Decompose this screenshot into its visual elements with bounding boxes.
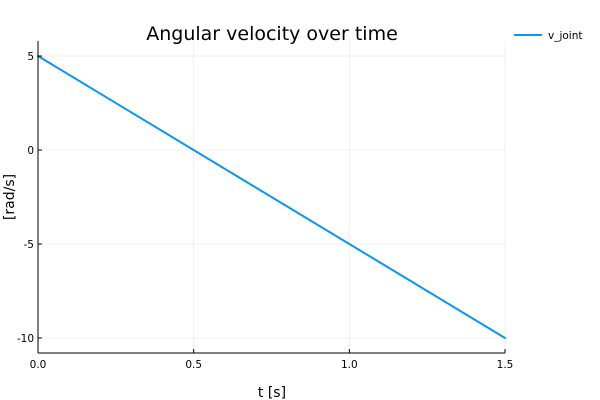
y-axis-label: [rad/s] (2, 174, 18, 220)
x-axis-label: t [s] (258, 385, 286, 400)
y-tick-label: -5 (24, 239, 34, 251)
legend-label-v-joint: v_joint (548, 30, 583, 42)
series-layer (37, 55, 506, 339)
x-tick-label: 0.0 (30, 359, 47, 371)
x-tick-label: 1.5 (497, 359, 514, 371)
y-tick-label: 0 (27, 145, 34, 157)
series-line-v-joint (37, 55, 506, 339)
grid (37, 41, 506, 353)
y-tick-label: 5 (27, 51, 34, 63)
axes (37, 41, 505, 354)
x-ticks: 0.0 0.5 1.0 1.5 (30, 349, 514, 371)
x-tick-label: 0.5 (185, 359, 202, 371)
chart-title: Angular velocity over time (146, 23, 398, 45)
y-ticks: 5 0 -5 -10 (17, 51, 42, 345)
y-tick-label: -10 (17, 333, 34, 345)
legend: v_joint (514, 30, 583, 42)
x-tick-label: 1.0 (341, 359, 358, 371)
